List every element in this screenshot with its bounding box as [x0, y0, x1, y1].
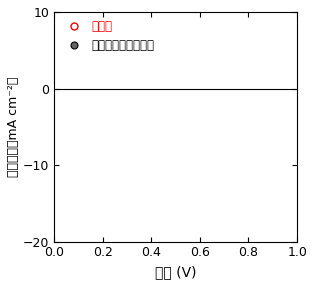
Y-axis label: 電流密度（mA cm⁻²）: 電流密度（mA cm⁻²）	[7, 77, 20, 177]
Legend: 超薄型, 参照（ガラス基板）: 超薄型, 参照（ガラス基板）	[57, 15, 160, 57]
X-axis label: 電圧 (V): 電圧 (V)	[155, 265, 196, 279]
